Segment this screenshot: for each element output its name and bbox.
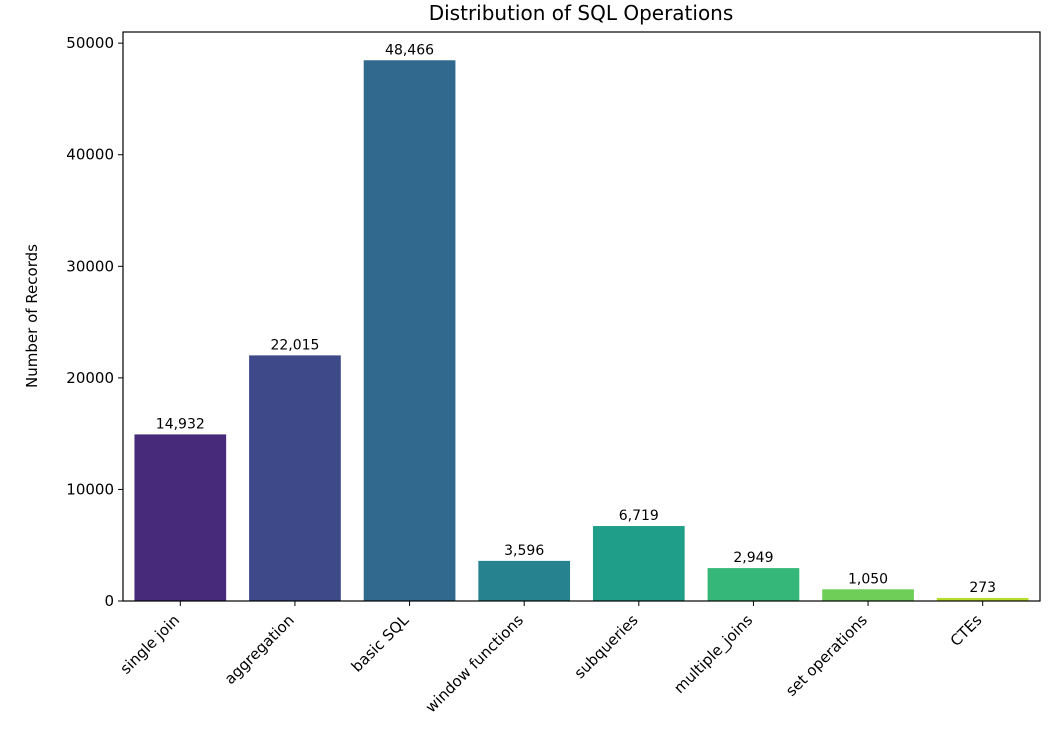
- y-tick-label: 50000: [66, 34, 114, 52]
- bar-multiple-joins: [707, 568, 800, 601]
- data-label: 1,050: [848, 571, 888, 587]
- bars-group: [134, 60, 1029, 601]
- x-tick-label: subqueries: [571, 611, 642, 682]
- data-label: 22,015: [270, 337, 319, 353]
- data-labels-group: 14,932 22,015 48,466 3,596 6,719 2,949 1,050 27…: [156, 42, 996, 596]
- y-tick-label: 10000: [66, 480, 114, 498]
- x-tick-label: set operations: [782, 611, 871, 700]
- data-label: 3,596: [504, 543, 544, 559]
- data-label: 273: [969, 580, 996, 596]
- bar-subqueries: [592, 526, 685, 601]
- data-label: 6,719: [619, 508, 659, 524]
- x-tick-label: single join: [117, 611, 184, 678]
- bar-single-join: [134, 434, 227, 601]
- y-axis-label: Number of Records: [23, 244, 41, 388]
- y-tick-label: 20000: [66, 369, 114, 387]
- bar-window-functions: [478, 560, 571, 601]
- y-tick-label: 30000: [66, 257, 114, 275]
- data-label: 2,949: [733, 550, 773, 566]
- x-tick-label: window functions: [422, 611, 527, 716]
- x-tick-label: basic SQL: [348, 611, 413, 676]
- bar-set-operations: [822, 589, 914, 601]
- x-tick-label: aggregation: [221, 611, 298, 688]
- bar-ctes: [936, 597, 1029, 601]
- bar-aggregation: [249, 355, 341, 601]
- data-label: 48,466: [385, 42, 434, 58]
- y-tick-label: 40000: [66, 146, 114, 164]
- plot-frame: [122, 31, 1041, 602]
- y-tick-label: 0: [104, 592, 114, 610]
- data-label: 14,932: [156, 416, 205, 432]
- y-axis-ticks: 0 10000 20000 30000 40000 50000: [66, 34, 123, 610]
- chart-title: Distribution of SQL Operations: [429, 1, 734, 25]
- bar-basic-sql: [363, 60, 456, 601]
- x-tick-label: multiple_joins: [670, 611, 757, 698]
- x-tick-label: CTEs: [947, 611, 986, 650]
- x-axis-ticks: single join aggregation basic SQL window fu…: [117, 601, 986, 716]
